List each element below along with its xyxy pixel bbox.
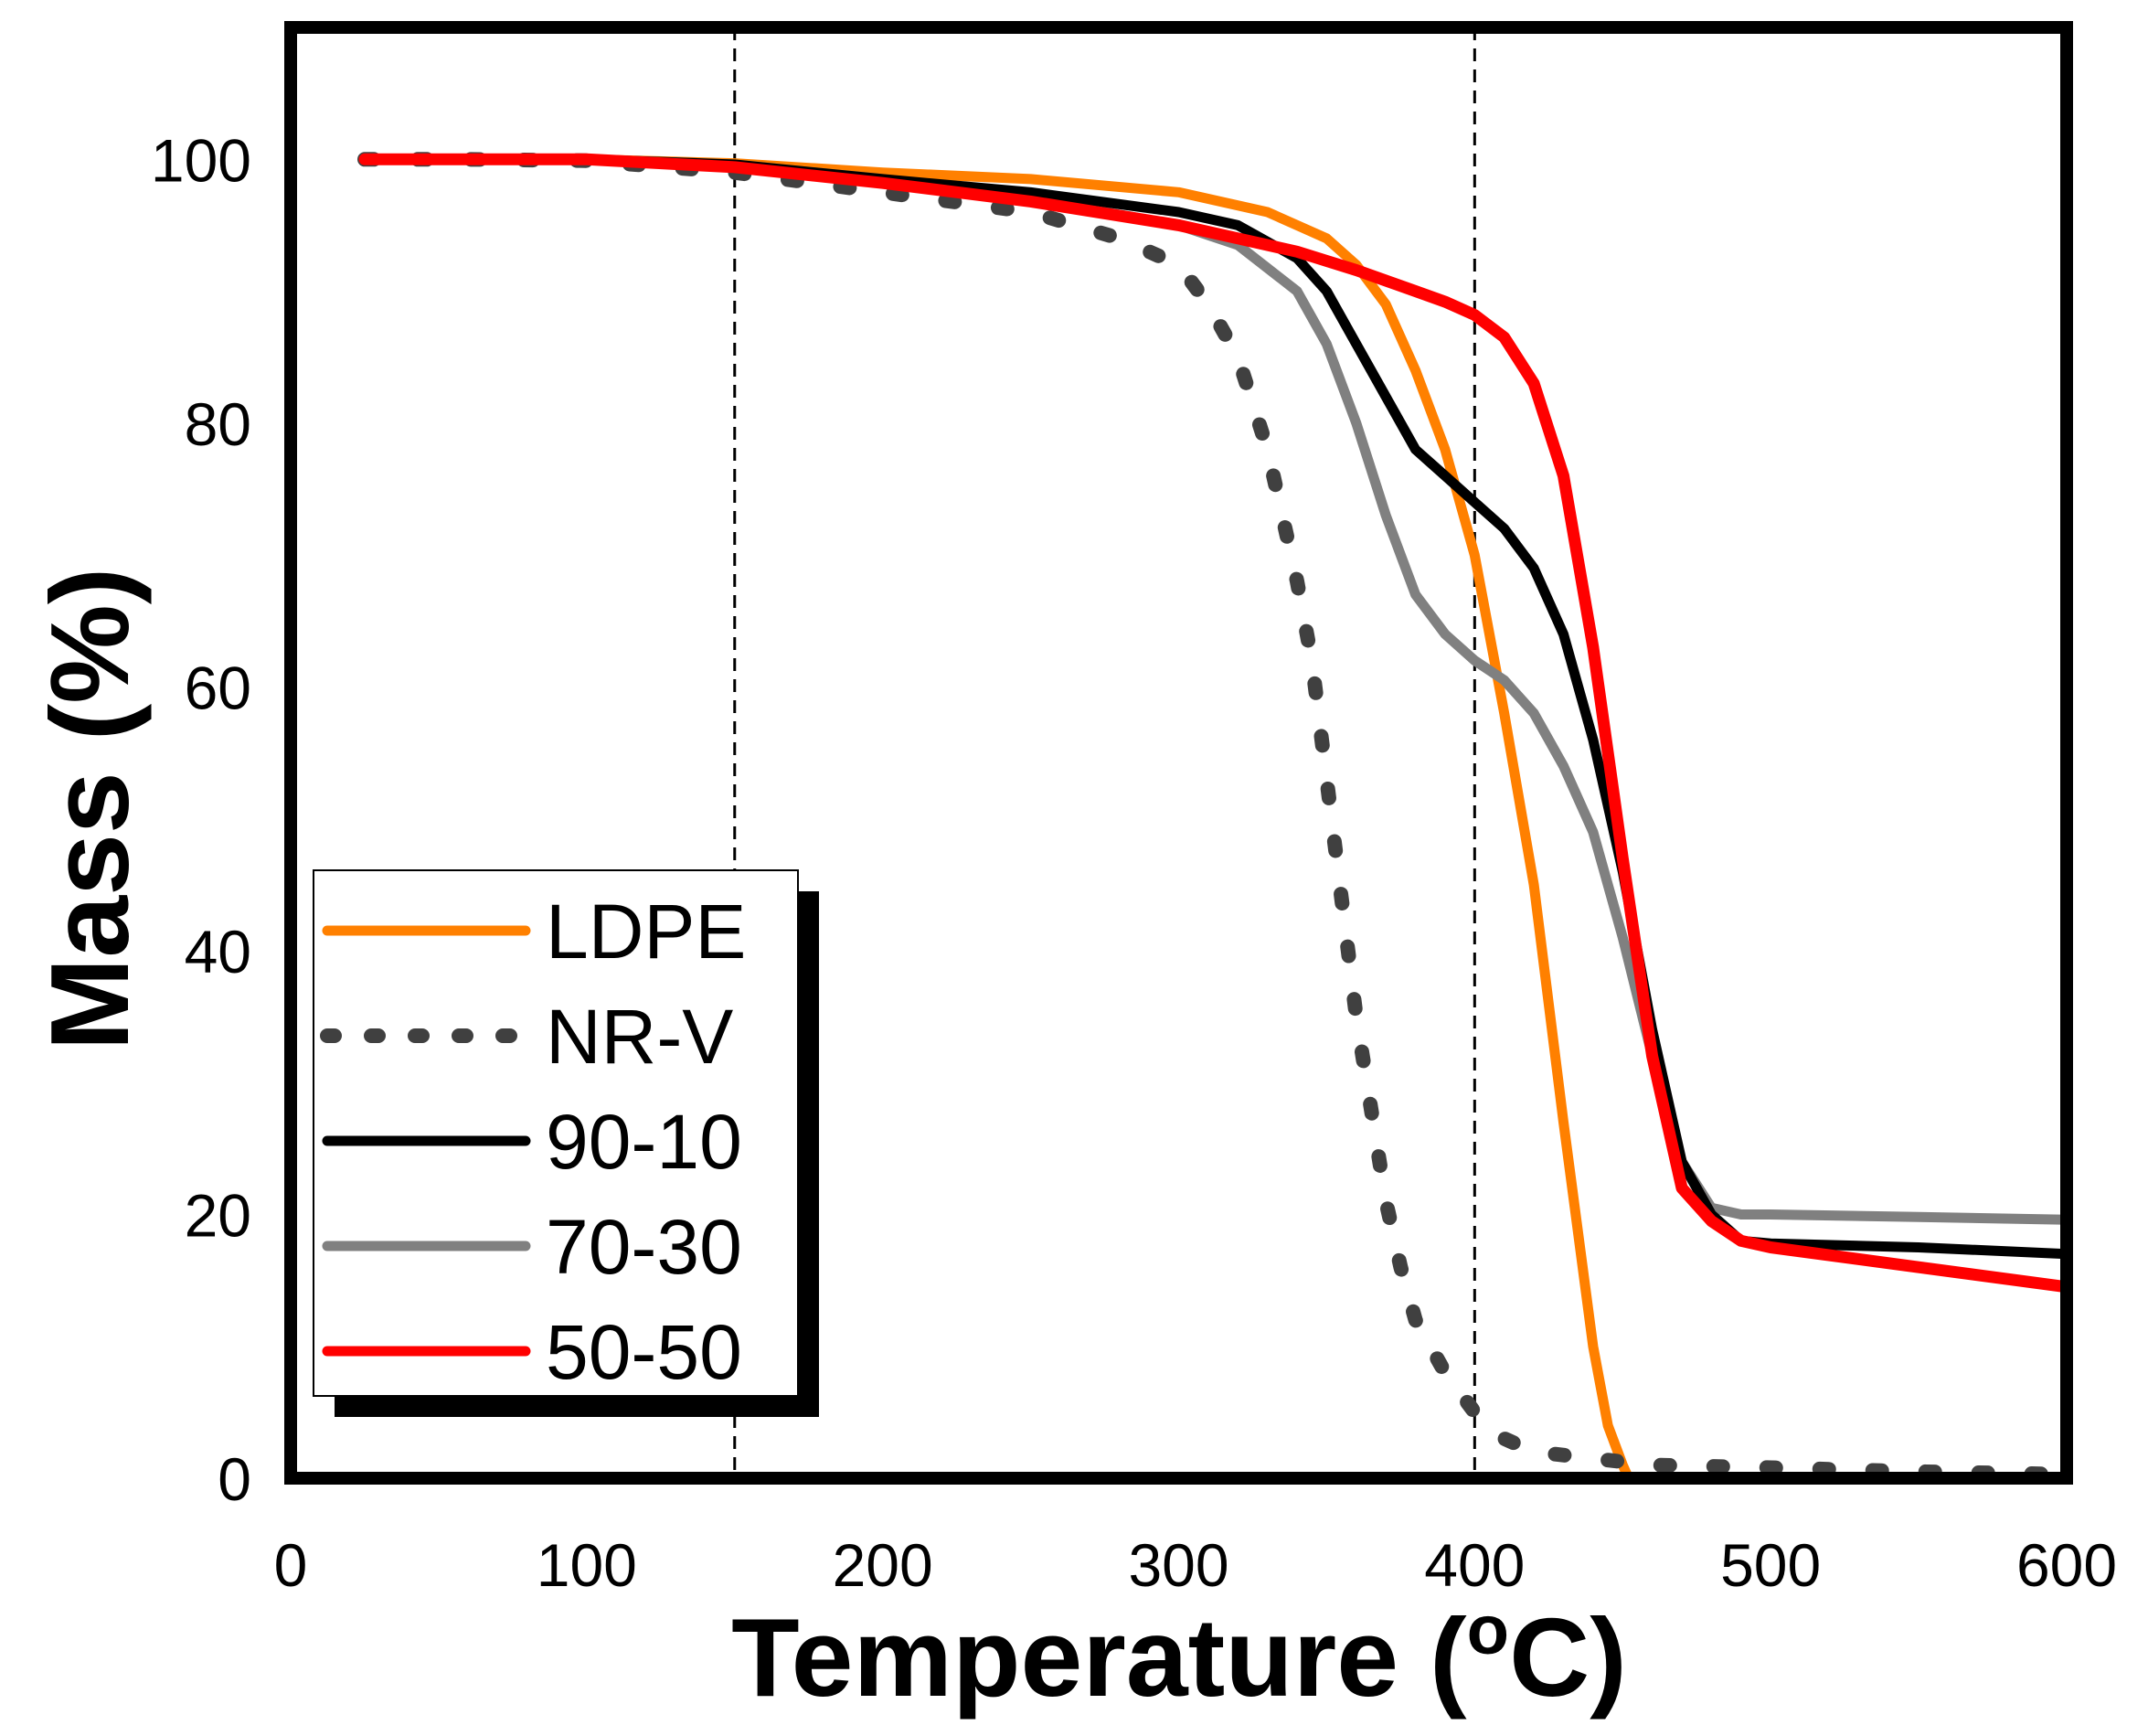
legend-label-50-50: 50-50 — [546, 1309, 742, 1395]
reference-lines — [733, 27, 1476, 1478]
legend-label-ldpe: LDPE — [546, 889, 746, 975]
x-tick-label: 0 — [274, 1531, 308, 1599]
series-layer — [357, 152, 2074, 1484]
y-tick-label: 40 — [185, 918, 251, 985]
y-tick-label: 80 — [185, 390, 251, 458]
legend-label-90-10: 90-10 — [546, 1099, 742, 1185]
legend-box — [313, 869, 799, 1397]
y-tick-label: 0 — [218, 1445, 251, 1513]
y-tick-label: 100 — [151, 126, 251, 194]
legend-label-70-30: 70-30 — [546, 1204, 742, 1290]
y-axis-title: Mass (%) — [27, 568, 152, 1051]
x-tick-label: 500 — [1720, 1531, 1821, 1599]
x-tick-labels: 0 100 200 300 400 500 600 — [274, 1531, 2117, 1599]
series-line-nr-v — [357, 152, 2074, 1482]
y-tick-labels: 0 20 40 60 80 100 — [151, 126, 251, 1513]
x-tick-label: 400 — [1424, 1531, 1525, 1599]
legend-label-nr-v: NR-V — [546, 994, 733, 1080]
series-line-50-50 — [358, 153, 2073, 1294]
legend: LDPE NR-V 90-10 70-30 50-50 — [313, 869, 819, 1417]
x-tick-label: 200 — [833, 1531, 933, 1599]
x-tick-label: 300 — [1128, 1531, 1228, 1599]
x-axis-title: Temperature (oC) — [731, 1592, 1627, 1720]
plot-frame — [284, 21, 2073, 1485]
x-tick-label: 100 — [537, 1531, 637, 1599]
y-tick-label: 60 — [185, 654, 251, 721]
x-tick-label: 600 — [2016, 1531, 2117, 1599]
y-tick-label: 20 — [185, 1181, 251, 1249]
